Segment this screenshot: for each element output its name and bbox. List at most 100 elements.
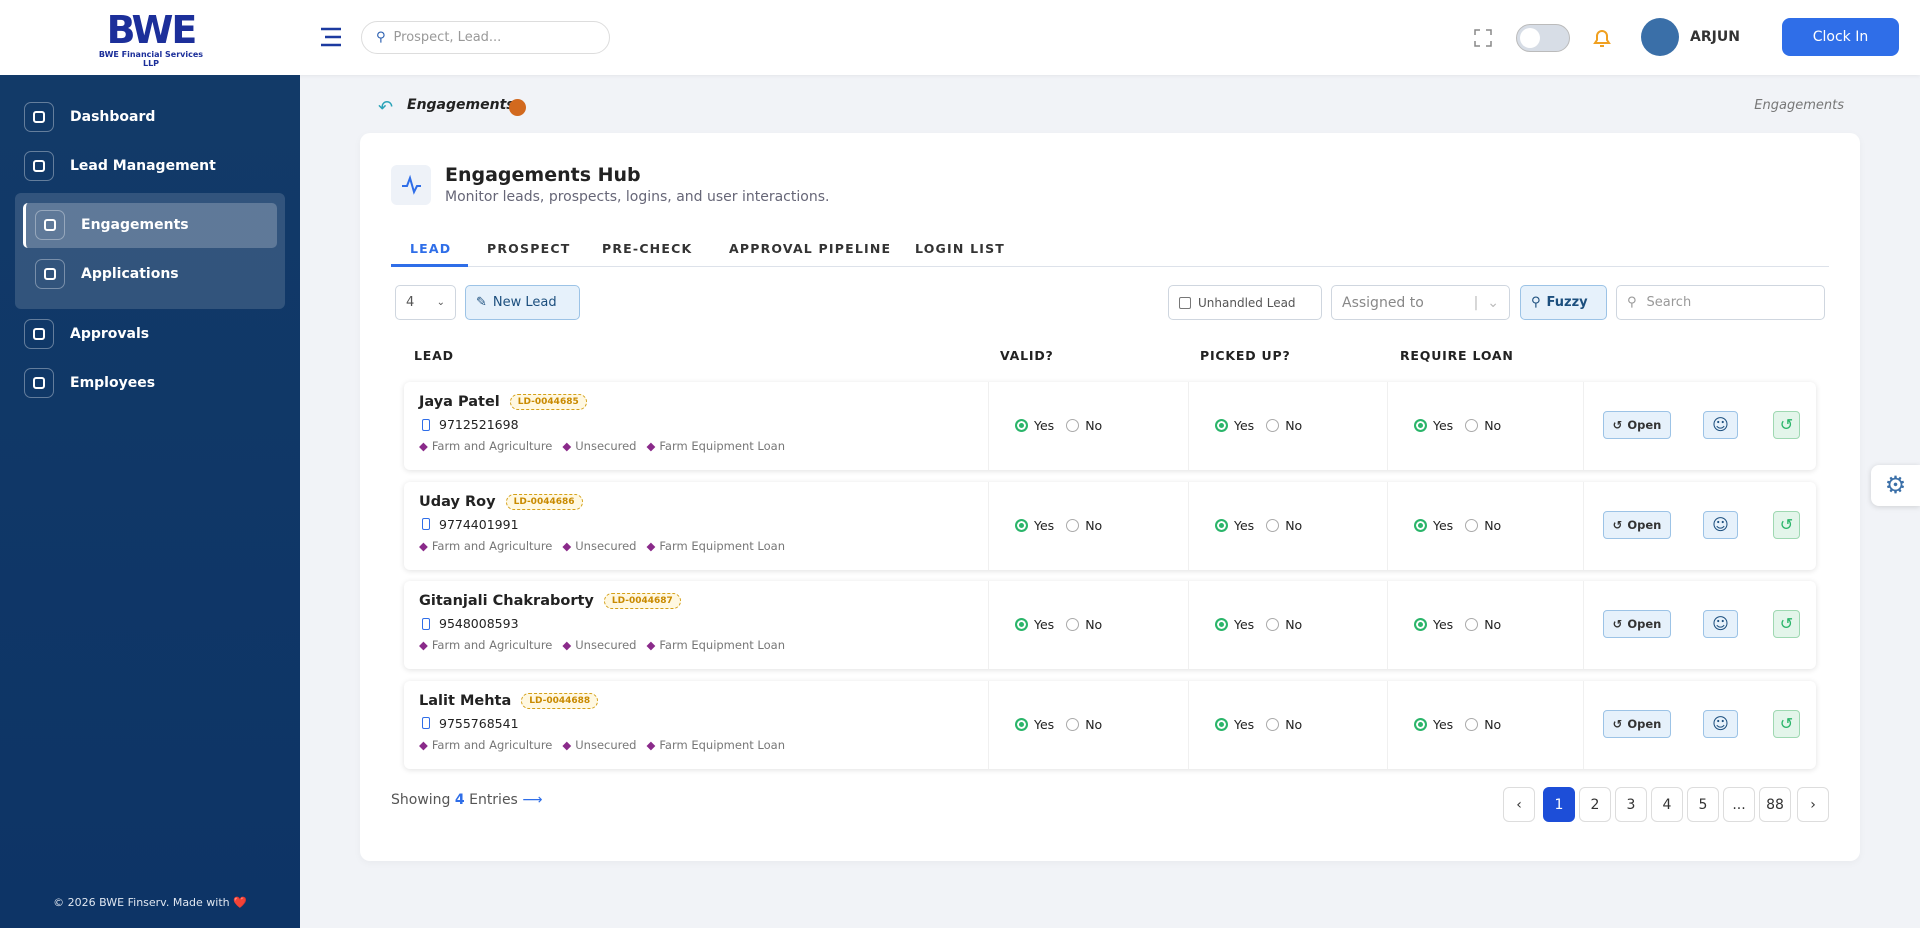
tag-label: Farm Equipment Loan <box>659 439 785 453</box>
tag: ◆ Farm and Agriculture <box>419 738 552 752</box>
radio[interactable] <box>1015 518 1028 532</box>
settings-button[interactable]: ⚙ <box>1871 465 1920 506</box>
breadcrumb-trail[interactable]: Engagements <box>1754 98 1844 113</box>
page-button[interactable]: 5 <box>1687 787 1719 822</box>
assign-button[interactable]: ☺ <box>1703 411 1738 439</box>
radio[interactable] <box>1266 618 1280 631</box>
radio-label: No <box>1484 617 1502 632</box>
theme-toggle[interactable] <box>1516 24 1570 52</box>
open-button[interactable]: ↺ Open <box>1603 510 1671 539</box>
radio[interactable] <box>1215 618 1228 631</box>
column-divider <box>1583 382 1584 470</box>
history-button[interactable]: ↺ <box>1773 411 1800 439</box>
assign-button[interactable]: ☺ <box>1703 709 1738 738</box>
radio[interactable] <box>1015 717 1028 731</box>
open-button[interactable]: ↺ Open <box>1603 411 1671 439</box>
radio[interactable] <box>1465 518 1479 532</box>
phone-icon <box>422 418 430 431</box>
nav-item[interactable]: Approvals <box>24 319 149 349</box>
radio[interactable] <box>1015 618 1028 631</box>
page-size-select[interactable]: 4 ⌄ <box>395 285 456 320</box>
page-title: Engagements <box>407 97 515 113</box>
radio-label: Yes <box>1034 716 1055 732</box>
page-prev[interactable]: ‹ <box>1503 787 1535 822</box>
column-header: VALID? <box>1000 348 1054 363</box>
page-button[interactable]: 4 <box>1651 787 1683 822</box>
tab[interactable]: LOGIN LIST <box>915 241 1006 256</box>
radio[interactable] <box>1215 419 1228 432</box>
tag: ◆ Farm Equipment Loan <box>646 638 785 652</box>
radio[interactable] <box>1066 419 1080 432</box>
radio[interactable] <box>1015 419 1028 432</box>
assigned-select[interactable]: Assigned to | ⌄ <box>1331 285 1510 320</box>
radio[interactable] <box>1066 618 1080 631</box>
fullscreen-icon[interactable] <box>1474 29 1492 47</box>
radio[interactable] <box>1215 717 1228 731</box>
page-button[interactable]: 3 <box>1615 787 1647 822</box>
history-button[interactable]: ↺ <box>1773 709 1800 738</box>
lead-tags: ◆ Farm and Agriculture ◆ Unsecured ◆ Farm Equ… <box>419 439 785 453</box>
radio-label: No <box>1285 617 1303 632</box>
lead-row: Gitanjali Chakraborty LD-0044687 954800859… <box>404 581 1816 669</box>
unhandled-filter[interactable]: Unhandled Lead <box>1168 285 1322 320</box>
page-next[interactable]: › <box>1797 787 1829 822</box>
radio[interactable] <box>1465 618 1479 631</box>
showing-text: Showing 4 Entries ⟶ <box>391 792 543 808</box>
assign-button[interactable]: ☺ <box>1703 510 1738 539</box>
open-button[interactable]: ↺ Open <box>1603 610 1671 638</box>
help-icon[interactable] <box>509 99 526 116</box>
radio[interactable] <box>1414 518 1427 532</box>
page-button[interactable]: 1 <box>1543 787 1575 822</box>
tab[interactable]: APPROVAL PIPELINE <box>729 241 892 256</box>
radio[interactable] <box>1414 419 1427 432</box>
history-button[interactable]: ↺ <box>1773 510 1800 539</box>
nav-label: Lead Management <box>70 158 216 174</box>
tab[interactable]: PROSPECT <box>487 241 571 256</box>
radio[interactable] <box>1266 518 1280 532</box>
nav-item[interactable]: Applications <box>35 259 179 289</box>
logo[interactable]: BWE BWE Financial Services LLP <box>92 10 210 68</box>
menu-icon[interactable] <box>320 27 342 47</box>
new-lead-button[interactable]: ✎ New Lead <box>465 285 580 320</box>
page-button[interactable]: 2 <box>1579 787 1611 822</box>
tag-label: Unsecured <box>575 638 637 652</box>
avatar[interactable] <box>1641 18 1679 56</box>
search-box[interactable]: ⚲ Prospect, Lead... <box>361 21 610 54</box>
page-button[interactable]: ... <box>1723 787 1755 822</box>
tab[interactable]: LEAD <box>410 241 452 256</box>
nav-item[interactable]: Lead Management <box>24 151 216 181</box>
history-button[interactable]: ↺ <box>1773 610 1800 638</box>
radio[interactable] <box>1414 717 1427 731</box>
lead-name[interactable]: Uday Roy <box>419 493 496 510</box>
back-icon[interactable]: ↶ <box>378 97 394 118</box>
radio[interactable] <box>1266 717 1280 731</box>
nav-item[interactable]: Dashboard <box>24 102 155 132</box>
radio[interactable] <box>1414 618 1427 631</box>
radio[interactable] <box>1066 518 1080 532</box>
assigned-label: Assigned to <box>1342 294 1424 311</box>
radio[interactable] <box>1465 717 1479 731</box>
fuzzy-button[interactable]: ⚲ Fuzzy <box>1520 285 1607 320</box>
radio[interactable] <box>1266 419 1280 432</box>
bell-icon[interactable] <box>1592 27 1612 49</box>
lead-id: LD-0044685 <box>509 394 587 410</box>
clock-in-button[interactable]: Clock In <box>1782 18 1899 56</box>
lead-name[interactable]: Jaya Patel <box>419 394 500 410</box>
user-name[interactable]: ARJUN <box>1690 29 1740 45</box>
lead-title: Jaya Patel LD-0044685 <box>419 394 587 410</box>
open-button[interactable]: ↺ Open <box>1603 709 1671 738</box>
radio[interactable] <box>1465 419 1479 432</box>
radio[interactable] <box>1215 518 1228 532</box>
lead-name[interactable]: Gitanjali Chakraborty <box>419 593 594 609</box>
search-input[interactable]: ⚲ Search <box>1616 285 1825 320</box>
radio[interactable] <box>1066 717 1080 731</box>
page-button[interactable]: 88 <box>1759 787 1791 822</box>
tag-label: Farm and Agriculture <box>431 638 553 652</box>
nav-item[interactable]: Employees <box>24 368 155 398</box>
lead-name[interactable]: Lalit Mehta <box>419 692 512 709</box>
logo-text: BWE <box>106 8 198 52</box>
radio-label: No <box>1085 517 1103 533</box>
nav-item[interactable]: Engagements <box>35 210 189 240</box>
tab[interactable]: PRE-CHECK <box>602 241 693 256</box>
assign-button[interactable]: ☺ <box>1703 610 1738 638</box>
